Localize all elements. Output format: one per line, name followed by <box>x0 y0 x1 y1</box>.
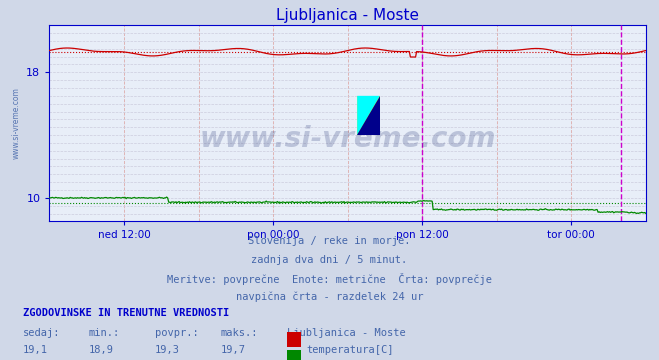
Text: min.:: min.: <box>89 328 120 338</box>
Bar <box>357 96 380 135</box>
Text: navpična črta - razdelek 24 ur: navpična črta - razdelek 24 ur <box>236 292 423 302</box>
Text: ZGODOVINSKE IN TRENUTNE VREDNOSTI: ZGODOVINSKE IN TRENUTNE VREDNOSTI <box>23 308 229 318</box>
Text: povpr.:: povpr.: <box>155 328 198 338</box>
Text: temperatura[C]: temperatura[C] <box>306 345 394 355</box>
Text: www.si-vreme.com: www.si-vreme.com <box>12 87 21 159</box>
Text: www.si-vreme.com: www.si-vreme.com <box>200 125 496 153</box>
Text: 19,7: 19,7 <box>221 345 246 355</box>
Text: Meritve: povprečne  Enote: metrične  Črta: povprečje: Meritve: povprečne Enote: metrične Črta:… <box>167 273 492 285</box>
Text: Ljubljanica - Moste: Ljubljanica - Moste <box>287 328 405 338</box>
Polygon shape <box>357 96 380 135</box>
Text: 19,1: 19,1 <box>23 345 48 355</box>
Text: 19,3: 19,3 <box>155 345 180 355</box>
Title: Ljubljanica - Moste: Ljubljanica - Moste <box>276 8 419 23</box>
Text: sedaj:: sedaj: <box>23 328 61 338</box>
Text: 18,9: 18,9 <box>89 345 114 355</box>
Text: Slovenija / reke in morje.: Slovenija / reke in morje. <box>248 236 411 246</box>
Polygon shape <box>357 96 380 135</box>
Text: maks.:: maks.: <box>221 328 258 338</box>
Text: zadnja dva dni / 5 minut.: zadnja dva dni / 5 minut. <box>251 255 408 265</box>
